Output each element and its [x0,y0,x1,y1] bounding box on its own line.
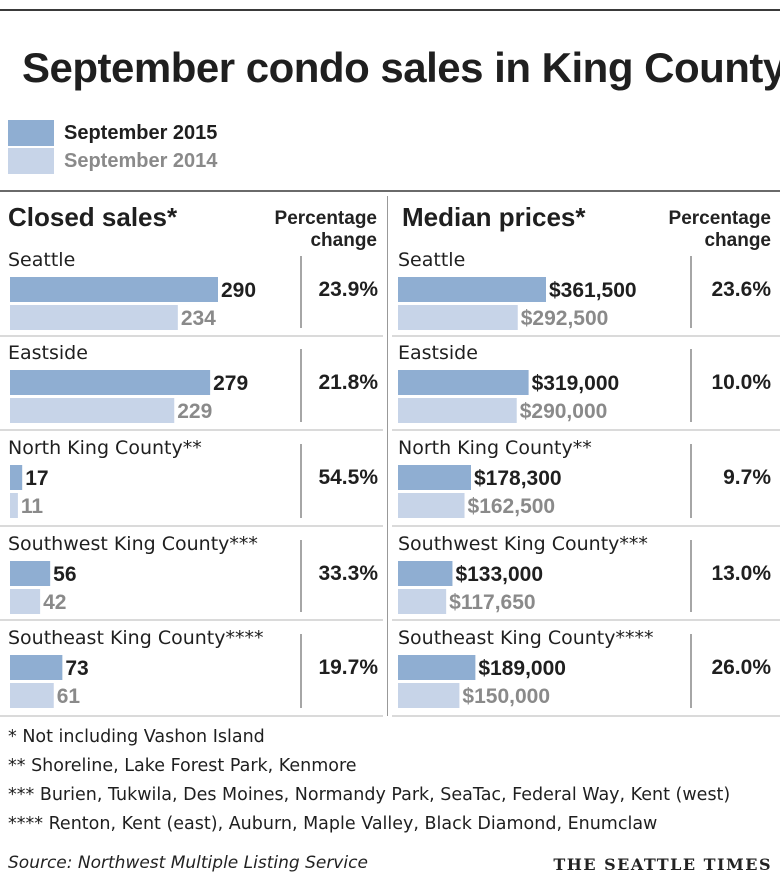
data-label-2015: $178,300 [474,467,562,490]
data-label-2014: $117,650 [449,591,535,614]
bar-2015 [398,370,529,395]
bar-2014 [10,493,18,518]
pct-header-closed-sales: Percentage change [274,208,377,251]
bar-2015 [398,655,476,680]
source-note: Source: Northwest Multiple Listing Servi… [8,853,368,873]
data-label-2015: $319,000 [532,372,620,395]
data-label-2015: 17 [25,467,48,490]
data-label-2014: 11 [21,495,44,518]
category-label: Southwest King County*** [8,533,258,555]
percentage-change: 19.7% [318,656,378,679]
percentage-change: 54.5% [318,466,378,489]
percentage-change: 33.3% [318,562,378,585]
legend-label-2014: September 2014 [64,149,218,172]
bar-2015 [398,277,546,302]
data-label-2015: $133,000 [455,563,543,586]
bar-2014 [10,305,178,330]
percentage-change: 26.0% [711,656,771,679]
data-label-2015: 279 [213,372,248,395]
bar-2014 [10,589,41,614]
section-divider [0,190,780,192]
chart-title: September condo sales in King County [22,44,780,91]
bar-2015 [10,465,23,490]
legend-item-2015: September 2015 [8,120,217,146]
data-label-2014: $150,000 [462,685,550,708]
data-label-2015: $189,000 [478,657,566,680]
pct-header-median-prices: Percentage change [668,208,771,251]
footnote-2: ** Shoreline, Lake Forest Park, Kenmore [8,756,357,776]
bar-2014 [10,398,175,423]
percentage-change: 10.0% [711,371,771,394]
panel-divider [387,196,388,716]
data-label-2015: 56 [53,563,76,586]
footnote-4: **** Renton, Kent (east), Auburn, Maple … [8,814,658,834]
category-label: Eastside [8,342,88,364]
percentage-change: 23.9% [318,278,378,301]
bar-2014 [398,305,518,330]
legend-item-2014: September 2014 [8,148,217,174]
bar-2014 [10,683,54,708]
panel-title-closed-sales: Closed sales* [8,202,178,232]
bar-2015 [398,465,471,490]
bar-2014 [398,589,447,614]
data-label-2014: 61 [57,685,81,708]
category-label: North King County** [398,437,592,459]
data-label-2014: 229 [177,400,212,423]
data-label-2014: 42 [43,591,66,614]
top-rule [0,9,780,11]
data-label-2015: $361,500 [549,279,637,302]
footnote-1: * Not including Vashon Island [8,727,265,747]
category-label: Seattle [398,249,465,271]
data-label-2015: 290 [221,279,256,302]
category-label: Southeast King County**** [398,627,654,649]
bar-2015 [10,277,218,302]
percentage-change: 9.7% [723,466,771,489]
bar-2015 [10,561,51,586]
category-label: North King County** [8,437,202,459]
data-label-2014: $162,500 [468,495,556,518]
legend-label-2015: September 2015 [64,121,218,144]
bar-2015 [10,655,63,680]
data-label-2015: 73 [65,657,88,680]
data-label-2014: $290,000 [520,400,608,423]
percentage-change: 13.0% [711,562,771,585]
panel-title-median-prices: Median prices* [402,202,586,232]
data-label-2014: 234 [181,307,216,330]
publisher-credit: THE SEATTLE TIMES [553,855,772,874]
legend-swatch-2015 [8,120,54,146]
data-label-2014: $292,500 [521,307,609,330]
category-label: Seattle [8,249,75,271]
category-label: Southeast King County**** [8,627,264,649]
percentage-change: 23.6% [711,278,771,301]
category-label: Eastside [398,342,478,364]
bar-2014 [398,493,465,518]
legend-swatch-2014 [8,148,54,174]
footnote-3: *** Burien, Tukwila, Des Moines, Normand… [8,785,731,805]
bar-2015 [398,561,453,586]
bar-2014 [398,398,517,423]
category-label: Southwest King County*** [398,533,648,555]
bar-2014 [398,683,460,708]
percentage-change: 21.8% [318,371,378,394]
bar-2015 [10,370,211,395]
